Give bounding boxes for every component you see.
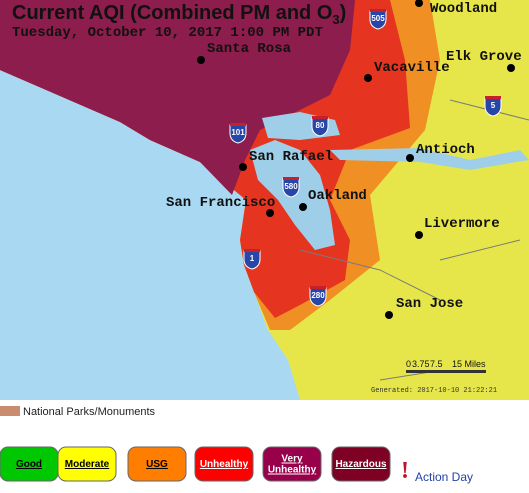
- scale-label: 7.5: [430, 359, 443, 369]
- map-title: Current AQI (Combined PM and O3): [12, 2, 346, 27]
- highway-number: 101: [231, 128, 245, 137]
- city-dot: [299, 203, 307, 211]
- shield-top: [244, 249, 260, 252]
- shield-top: [312, 116, 328, 119]
- scale-bar: [406, 370, 486, 373]
- scale-label: 0: [406, 359, 411, 369]
- action-mark: !: [401, 458, 409, 484]
- county-lines: [299, 99, 529, 381]
- city-label: San Jose: [396, 296, 463, 312]
- aqi-button-label[interactable]: Very: [281, 454, 303, 465]
- city-label: Santa Rosa: [207, 41, 292, 57]
- scale-labels: 0 3.75 7.5 15 Miles: [406, 359, 486, 369]
- city-dot: [415, 0, 423, 7]
- aqi-button[interactable]: [57, 446, 117, 482]
- highway-number: 505: [371, 14, 385, 23]
- scale-label: 15 Miles: [452, 359, 486, 369]
- city-dot: [406, 154, 414, 162]
- parks-label: National Parks/Monuments: [23, 406, 156, 418]
- scale-label: 3.75: [412, 359, 430, 369]
- aqi-button-label[interactable]: Unhealthy: [200, 459, 249, 470]
- aqi-button-label[interactable]: Moderate: [65, 459, 110, 470]
- shield-top: [310, 286, 326, 289]
- city-layer: Woodland Elk Grove Santa Rosa Vacaville San …: [166, 0, 522, 319]
- title-main: Current AQI (Combined PM and O: [12, 2, 332, 24]
- city-label: San Francisco: [166, 195, 275, 211]
- aqi-button-label[interactable]: Hazardous: [335, 459, 387, 470]
- highway-shield: [369, 10, 387, 30]
- shield-top: [283, 177, 299, 180]
- highway-shield: [311, 117, 329, 137]
- shield-top: [230, 123, 246, 126]
- city-dot: [507, 64, 515, 72]
- title-end: ): [340, 2, 347, 24]
- city-label: Oakland: [308, 188, 367, 204]
- highway-number: 280: [311, 291, 325, 300]
- highway-number: 1: [250, 254, 255, 263]
- highway-shield: [229, 124, 247, 144]
- city-dot: [415, 231, 423, 239]
- city-label: Livermore: [424, 216, 500, 232]
- map-subtitle: Tuesday, October 10, 2017 1:00 PM PDT: [12, 25, 323, 41]
- city-label: Woodland: [430, 1, 497, 17]
- highway-number: 5: [491, 101, 496, 110]
- action-day-link[interactable]: Action Day: [415, 470, 473, 484]
- city-label: Antioch: [416, 142, 475, 158]
- aqi-button[interactable]: [331, 446, 391, 482]
- aqi-button-label[interactable]: Good: [16, 459, 42, 470]
- city-dot: [266, 209, 274, 217]
- aqi-button[interactable]: [127, 446, 187, 482]
- city-label: Elk Grove: [446, 49, 522, 65]
- shield-top: [485, 96, 501, 99]
- aqi-button[interactable]: [262, 446, 322, 482]
- city-label: Vacaville: [374, 60, 450, 76]
- parks-swatch: [0, 406, 20, 416]
- aqi-button-label[interactable]: USG: [146, 459, 168, 470]
- generated-stamp: Generated: 2017-10-10 21:22:21: [371, 387, 497, 395]
- zone-very-unhealthy: [0, 0, 355, 195]
- highway-shield: [282, 178, 300, 198]
- highway-shield: [309, 287, 327, 307]
- city-dot: [197, 56, 205, 64]
- aqi-button[interactable]: [194, 446, 254, 482]
- delta-water: [330, 148, 529, 170]
- aqi-button-label[interactable]: Unhealthy: [268, 465, 317, 476]
- highway-number: 80: [316, 121, 325, 130]
- city-dot: [385, 311, 393, 319]
- highway-number: 580: [284, 182, 298, 191]
- highway-shield: [484, 97, 502, 117]
- city-dot: [364, 74, 372, 82]
- highway-shield: [243, 250, 261, 270]
- city-dot: [239, 163, 247, 171]
- city-label: San Rafael: [249, 149, 333, 165]
- shield-top: [370, 9, 386, 12]
- title-subscript: 3: [332, 12, 339, 27]
